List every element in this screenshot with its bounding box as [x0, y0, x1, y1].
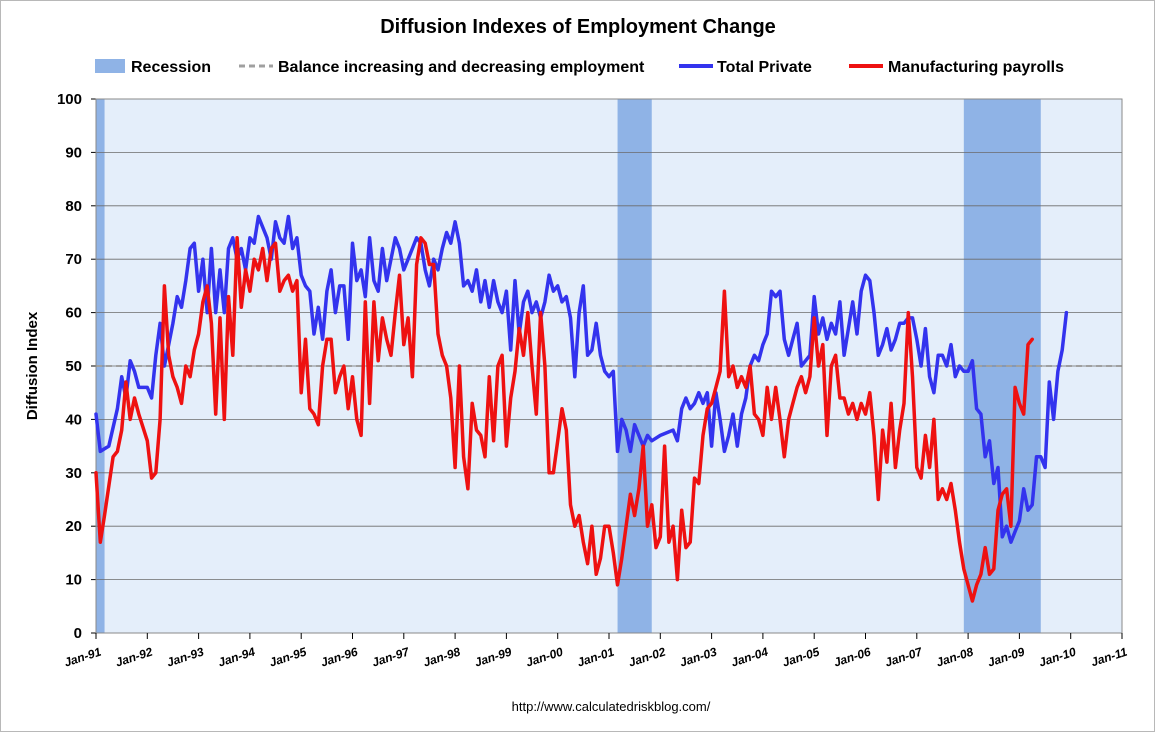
x-tick-label-3: Jan-94: [216, 644, 257, 669]
y-tick-label-50: 50: [65, 358, 82, 375]
x-tick-label-8: Jan-99: [473, 644, 514, 669]
plot-area: 0 10 20 30 40 50 60 70 80 90 100 Jan-91 Jan-92 Jan-93…: [57, 91, 1129, 670]
x-tick-label-15: Jan-06: [832, 644, 873, 669]
series-line-1: [94, 236, 1034, 603]
legend: Recession Balance increasing and decreas…: [95, 59, 1064, 76]
x-tick-label-19: Jan-10: [1037, 644, 1078, 669]
legend-recession-swatch: [95, 59, 125, 73]
x-tick-label-10: Jan-01: [575, 644, 616, 669]
y-tick-label-0: 0: [74, 625, 82, 642]
x-tick-label-14: Jan-05: [781, 644, 822, 669]
legend-recession-label: Recession: [131, 59, 211, 76]
source-url: http://www.calculatedriskblog.com/: [512, 699, 711, 714]
x-tick-label-9: Jan-00: [524, 644, 565, 669]
y-tick-label-70: 70: [65, 251, 82, 268]
x-tick-label-2: Jan-93: [165, 644, 206, 669]
x-tick-label-4: Jan-95: [268, 644, 309, 669]
x-tick-label-7: Jan-98: [422, 644, 463, 669]
y-axis-title: Diffusion Index: [24, 311, 41, 420]
x-tick-label-17: Jan-08: [935, 644, 976, 669]
y-tick-label-20: 20: [65, 518, 82, 535]
legend-balance-label: Balance increasing and decreasing employ…: [278, 59, 645, 76]
y-tick-label-80: 80: [65, 198, 82, 215]
x-tick-label-6: Jan-97: [370, 644, 412, 669]
x-tick-label-5: Jan-96: [319, 644, 360, 669]
y-tick-label-30: 30: [65, 465, 82, 482]
legend-total-label: Total Private: [717, 59, 812, 76]
x-tick-label-20: Jan-11: [1089, 644, 1129, 669]
y-tick-label-100: 100: [57, 91, 82, 108]
y-tick-label-90: 90: [65, 144, 82, 161]
chart-title: Diffusion Indexes of Employment Change: [380, 16, 776, 38]
y-tick-label-40: 40: [65, 411, 82, 428]
x-tick-label-0: Jan-91: [62, 644, 103, 669]
x-tick-label-13: Jan-04: [729, 644, 770, 669]
x-tick-label-1: Jan-92: [114, 644, 155, 669]
x-tick-label-16: Jan-07: [883, 644, 925, 669]
y-tick-label-10: 10: [65, 572, 82, 589]
x-tick-label-11: Jan-02: [627, 644, 668, 669]
x-tick-label-18: Jan-09: [986, 644, 1027, 669]
y-tick-label-60: 60: [65, 305, 82, 322]
legend-manufacturing-label: Manufacturing payrolls: [888, 59, 1064, 76]
x-tick-label-12: Jan-03: [678, 644, 719, 669]
